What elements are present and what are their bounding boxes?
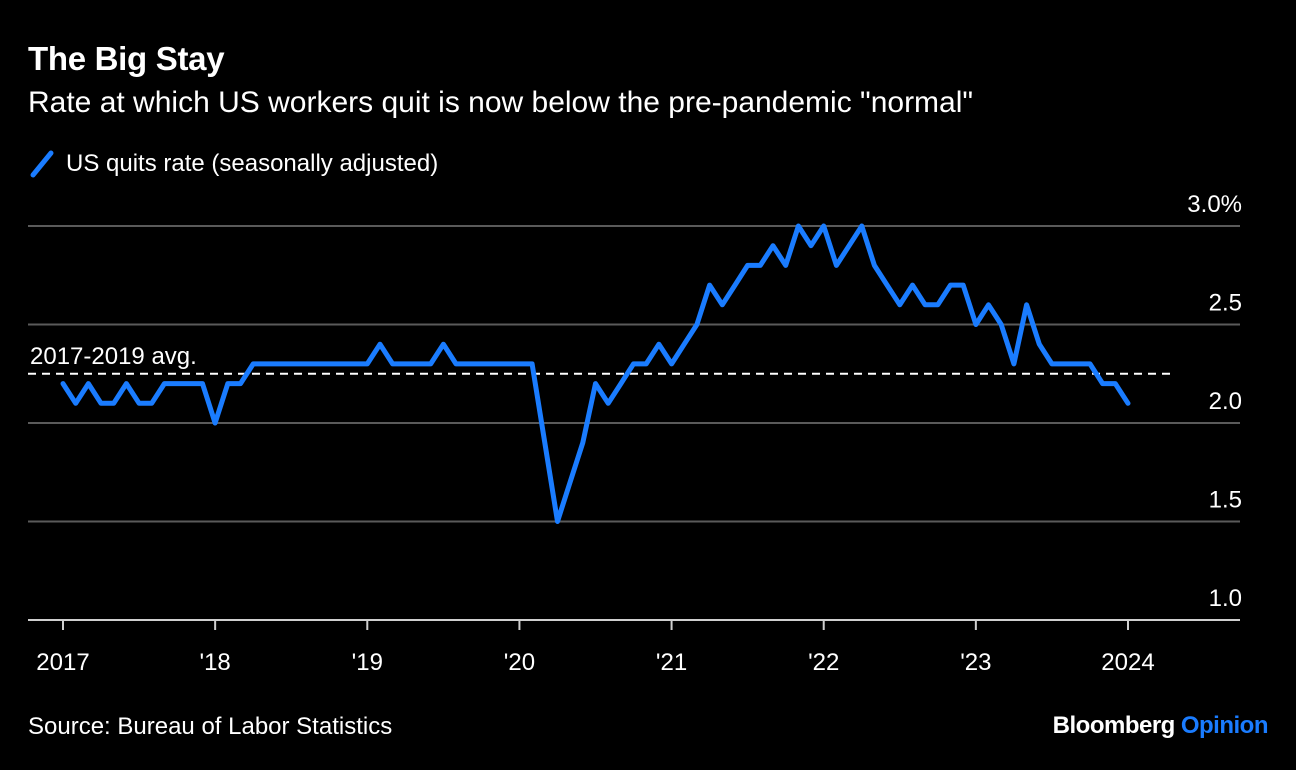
x-tick-label: '23 [960, 649, 991, 676]
x-tick-label: '18 [200, 649, 231, 676]
legend: US quits rate (seasonally adjusted) [28, 148, 438, 180]
source-note: Source: Bureau of Labor Statistics [28, 713, 393, 740]
y-tick-label: 1.0 [1209, 585, 1242, 612]
series-group [60, 223, 1131, 524]
x-tick-label: 2024 [1101, 649, 1154, 676]
x-tick-label: '19 [352, 649, 383, 676]
x-tick-label: '20 [504, 649, 535, 676]
chart-subtitle: Rate at which US workers quit is now bel… [28, 86, 974, 119]
series-line [60, 223, 1131, 524]
chart-title: The Big Stay [28, 40, 225, 77]
reference-line-label: 2017-2019 avg. [30, 343, 197, 370]
x-axis: 2017 '18 '19 '20 '21 '22 '23 2024 [36, 620, 1155, 676]
x-tick-label: '21 [656, 649, 687, 676]
y-tick-label: 1.5 [1209, 487, 1242, 514]
legend-label: US quits rate (seasonally adjusted) [66, 150, 439, 177]
legend-swatch-icon [30, 150, 54, 178]
x-tick-label: 2017 [36, 649, 89, 676]
brand-suffix: Opinion [1180, 712, 1269, 739]
reference-line-group: 2017-2019 avg. [28, 343, 1172, 375]
brand-name: Bloomberg [1052, 712, 1176, 739]
x-tick-label: '22 [808, 649, 839, 676]
y-axis-labels: 3.0% 2.5 2.0 1.5 1.0 [1187, 191, 1242, 612]
grid-lines [28, 225, 1240, 621]
y-tick-label: 3.0% [1187, 191, 1242, 218]
y-tick-label: 2.5 [1209, 290, 1242, 317]
y-tick-label: 2.0 [1209, 388, 1242, 415]
brand-logo: Bloomberg Opinion [1052, 712, 1269, 740]
